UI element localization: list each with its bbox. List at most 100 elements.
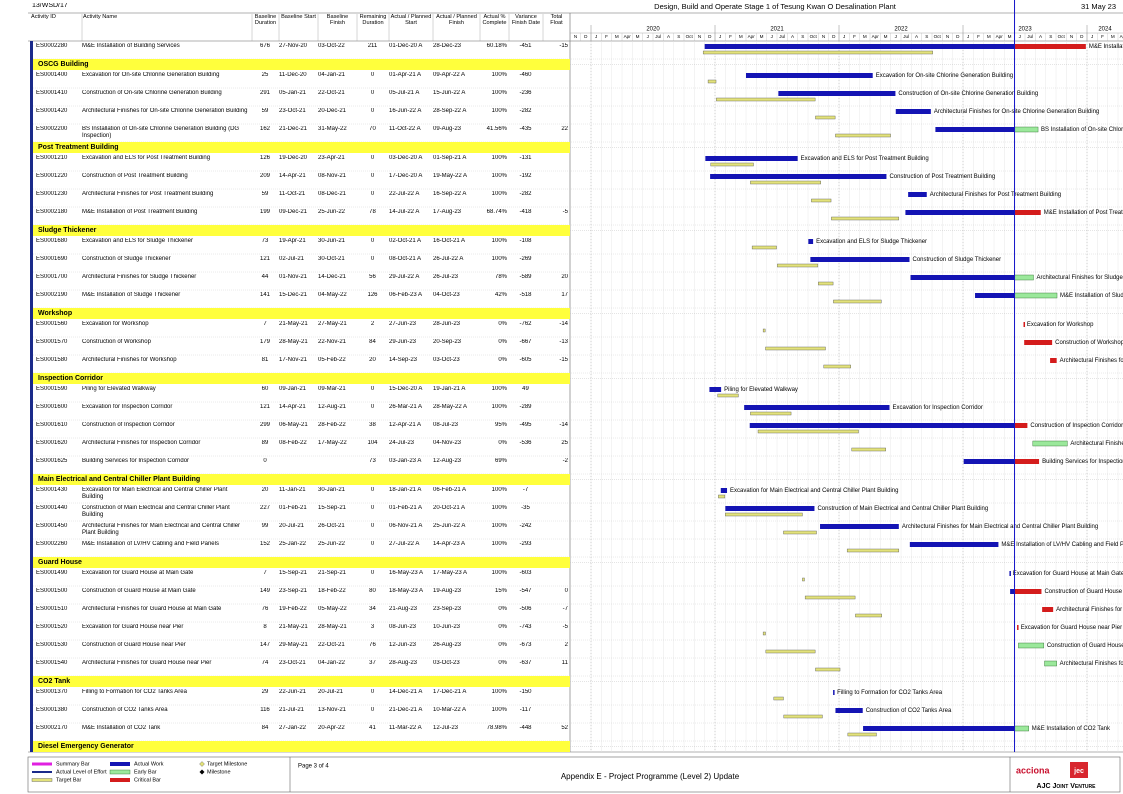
cell-baseline-finish: 03-Oct-22 <box>318 43 345 49</box>
target-bar <box>702 50 933 55</box>
cell-baseline-finish: 13-Nov-21 <box>318 707 347 713</box>
cell-remaining-duration: 3 <box>370 624 375 630</box>
month-label: A <box>667 34 671 39</box>
cell-baseline-finish: 14-Dec-21 <box>318 274 347 280</box>
cell-baseline-duration: 121 <box>259 256 270 262</box>
month-label: Jul <box>903 34 909 39</box>
cell-id: ES0002200 <box>36 126 68 132</box>
bar-label: Construction of CO2 Tanks Area <box>866 708 952 714</box>
bar-label: Architectural Finishes for Sludge Thicke… <box>1036 275 1123 281</box>
cell-name: Construction of Sludge Thickener <box>82 256 171 262</box>
cell-start: 01-Dec-20 A <box>389 43 423 49</box>
cell-id: ES0001700 <box>36 274 68 280</box>
cell-finish: 16-Oct-21 A <box>433 238 466 244</box>
critical-bar <box>1014 210 1041 215</box>
year-label: 2023 <box>1018 27 1032 33</box>
month-label: M <box>1008 34 1012 39</box>
target-bar <box>757 429 859 434</box>
cell-remaining-duration: 84 <box>369 339 376 345</box>
cell-name: Architectural Finishes for Sludge Thicke… <box>82 274 197 280</box>
cell-baseline-duration: 29 <box>261 689 269 695</box>
cell-baseline-duration: 84 <box>261 725 269 731</box>
cell-variance: -293 <box>519 541 532 547</box>
cell-baseline-duration: 7 <box>263 570 267 576</box>
cell-remaining-duration: 0 <box>370 256 375 262</box>
cell-baseline-duration: 152 <box>259 541 270 547</box>
month-label: N <box>946 34 949 39</box>
cell-baseline-start: 14-Apr-21 <box>279 173 306 179</box>
cell-baseline-finish: 22-Oct-21 <box>318 90 345 96</box>
early-bar <box>1014 274 1034 281</box>
actual-work-bar <box>709 387 722 392</box>
month-label: N <box>698 34 701 39</box>
cell-finish: 04-Oct-23 <box>433 292 460 298</box>
cell-id: ES0001530 <box>36 642 68 648</box>
month-label: J <box>843 34 845 39</box>
actual-work-bar <box>835 708 863 713</box>
cell-variance: -637 <box>519 660 532 666</box>
cell-baseline-finish: 28-Feb-22 <box>318 422 346 428</box>
month-label: M <box>884 34 888 39</box>
legend-swatch <box>32 762 52 766</box>
cell-start: 11-Mar-22 A <box>389 725 422 731</box>
cell-baseline-duration: 99 <box>261 523 269 529</box>
partner-logo: jec <box>1073 768 1084 775</box>
early-bar <box>1014 725 1029 732</box>
cell-complete: 15% <box>494 588 507 594</box>
cell-variance: -269 <box>519 256 532 262</box>
cell-id: ES0002180 <box>36 209 68 215</box>
cell-complete: 0% <box>498 606 507 612</box>
bar-label: M&E Installation of CO2 Tank <box>1032 726 1111 732</box>
cell-id: ES0002280 <box>36 43 68 49</box>
cell-baseline-start: 29-May-21 <box>279 642 308 648</box>
critical-bar <box>1014 423 1028 428</box>
cell-float: -2 <box>562 458 568 464</box>
legend-swatch <box>32 771 52 773</box>
cell-finish: 26-Aug-23 <box>433 642 462 648</box>
actual-work-bar <box>935 127 1015 132</box>
cell-complete: 100% <box>491 191 507 197</box>
cell-variance: 49 <box>522 386 529 392</box>
actual-work-bar <box>1009 571 1011 576</box>
target-bar <box>847 732 877 737</box>
target-bar <box>707 79 717 84</box>
cell-start: 21-Dec-21 A <box>389 707 423 713</box>
footer-box <box>27 756 1121 793</box>
group-band <box>33 308 570 319</box>
cell-baseline-finish: 05-Feb-22 <box>318 357 346 363</box>
cell-variance: -605 <box>519 357 532 363</box>
cell-finish: 17-Dec-21 A <box>433 689 467 695</box>
cell-finish: 20-Oct-21 A <box>433 505 466 511</box>
cell-finish: 10-Mar-22 A <box>433 707 467 713</box>
column-header: Baseline Finish <box>326 14 349 26</box>
month-label: S <box>925 34 928 39</box>
actual-work-bar <box>710 174 887 179</box>
actual-work-bar <box>705 156 798 161</box>
bar-label: Construction of Post Treatment Building <box>889 174 995 180</box>
cell-baseline-duration: 291 <box>259 90 270 96</box>
cell-variance: -131 <box>519 155 532 161</box>
cell-baseline-duration: 162 <box>259 126 270 132</box>
column-header: Baseline Duration <box>254 14 277 26</box>
group-band <box>33 474 570 485</box>
cell-baseline-duration: 73 <box>261 238 269 244</box>
cell-name: M&E Installation of LV/HV Cabling and Fi… <box>82 541 219 547</box>
cell-variance: -35 <box>521 505 530 511</box>
cell-baseline-start: 14-Apr-21 <box>279 404 306 410</box>
cell-baseline-start: 25-Jan-22 <box>279 541 307 547</box>
actual-work-bar <box>746 73 873 78</box>
actual-work-bar <box>1010 589 1015 594</box>
cell-variance: -451 <box>519 43 532 49</box>
actual-work-bar <box>810 257 910 262</box>
cell-baseline-finish: 17-May-22 <box>318 440 347 446</box>
cell-start: 28-Aug-23 <box>389 660 418 666</box>
cell-complete: 78% <box>494 274 507 280</box>
cell-remaining-duration: 41 <box>369 725 376 731</box>
cell-baseline-duration: 0 <box>263 458 267 464</box>
cell-name: Architectural Finishes for On-site Chlor… <box>82 108 248 114</box>
cell-variance: -435 <box>519 126 532 132</box>
target-bar <box>802 577 805 582</box>
cell-baseline-duration: 141 <box>259 292 270 298</box>
cell-baseline-start: 05-Jan-21 <box>279 90 307 96</box>
cell-start: 12-Jun-23 <box>389 642 417 648</box>
